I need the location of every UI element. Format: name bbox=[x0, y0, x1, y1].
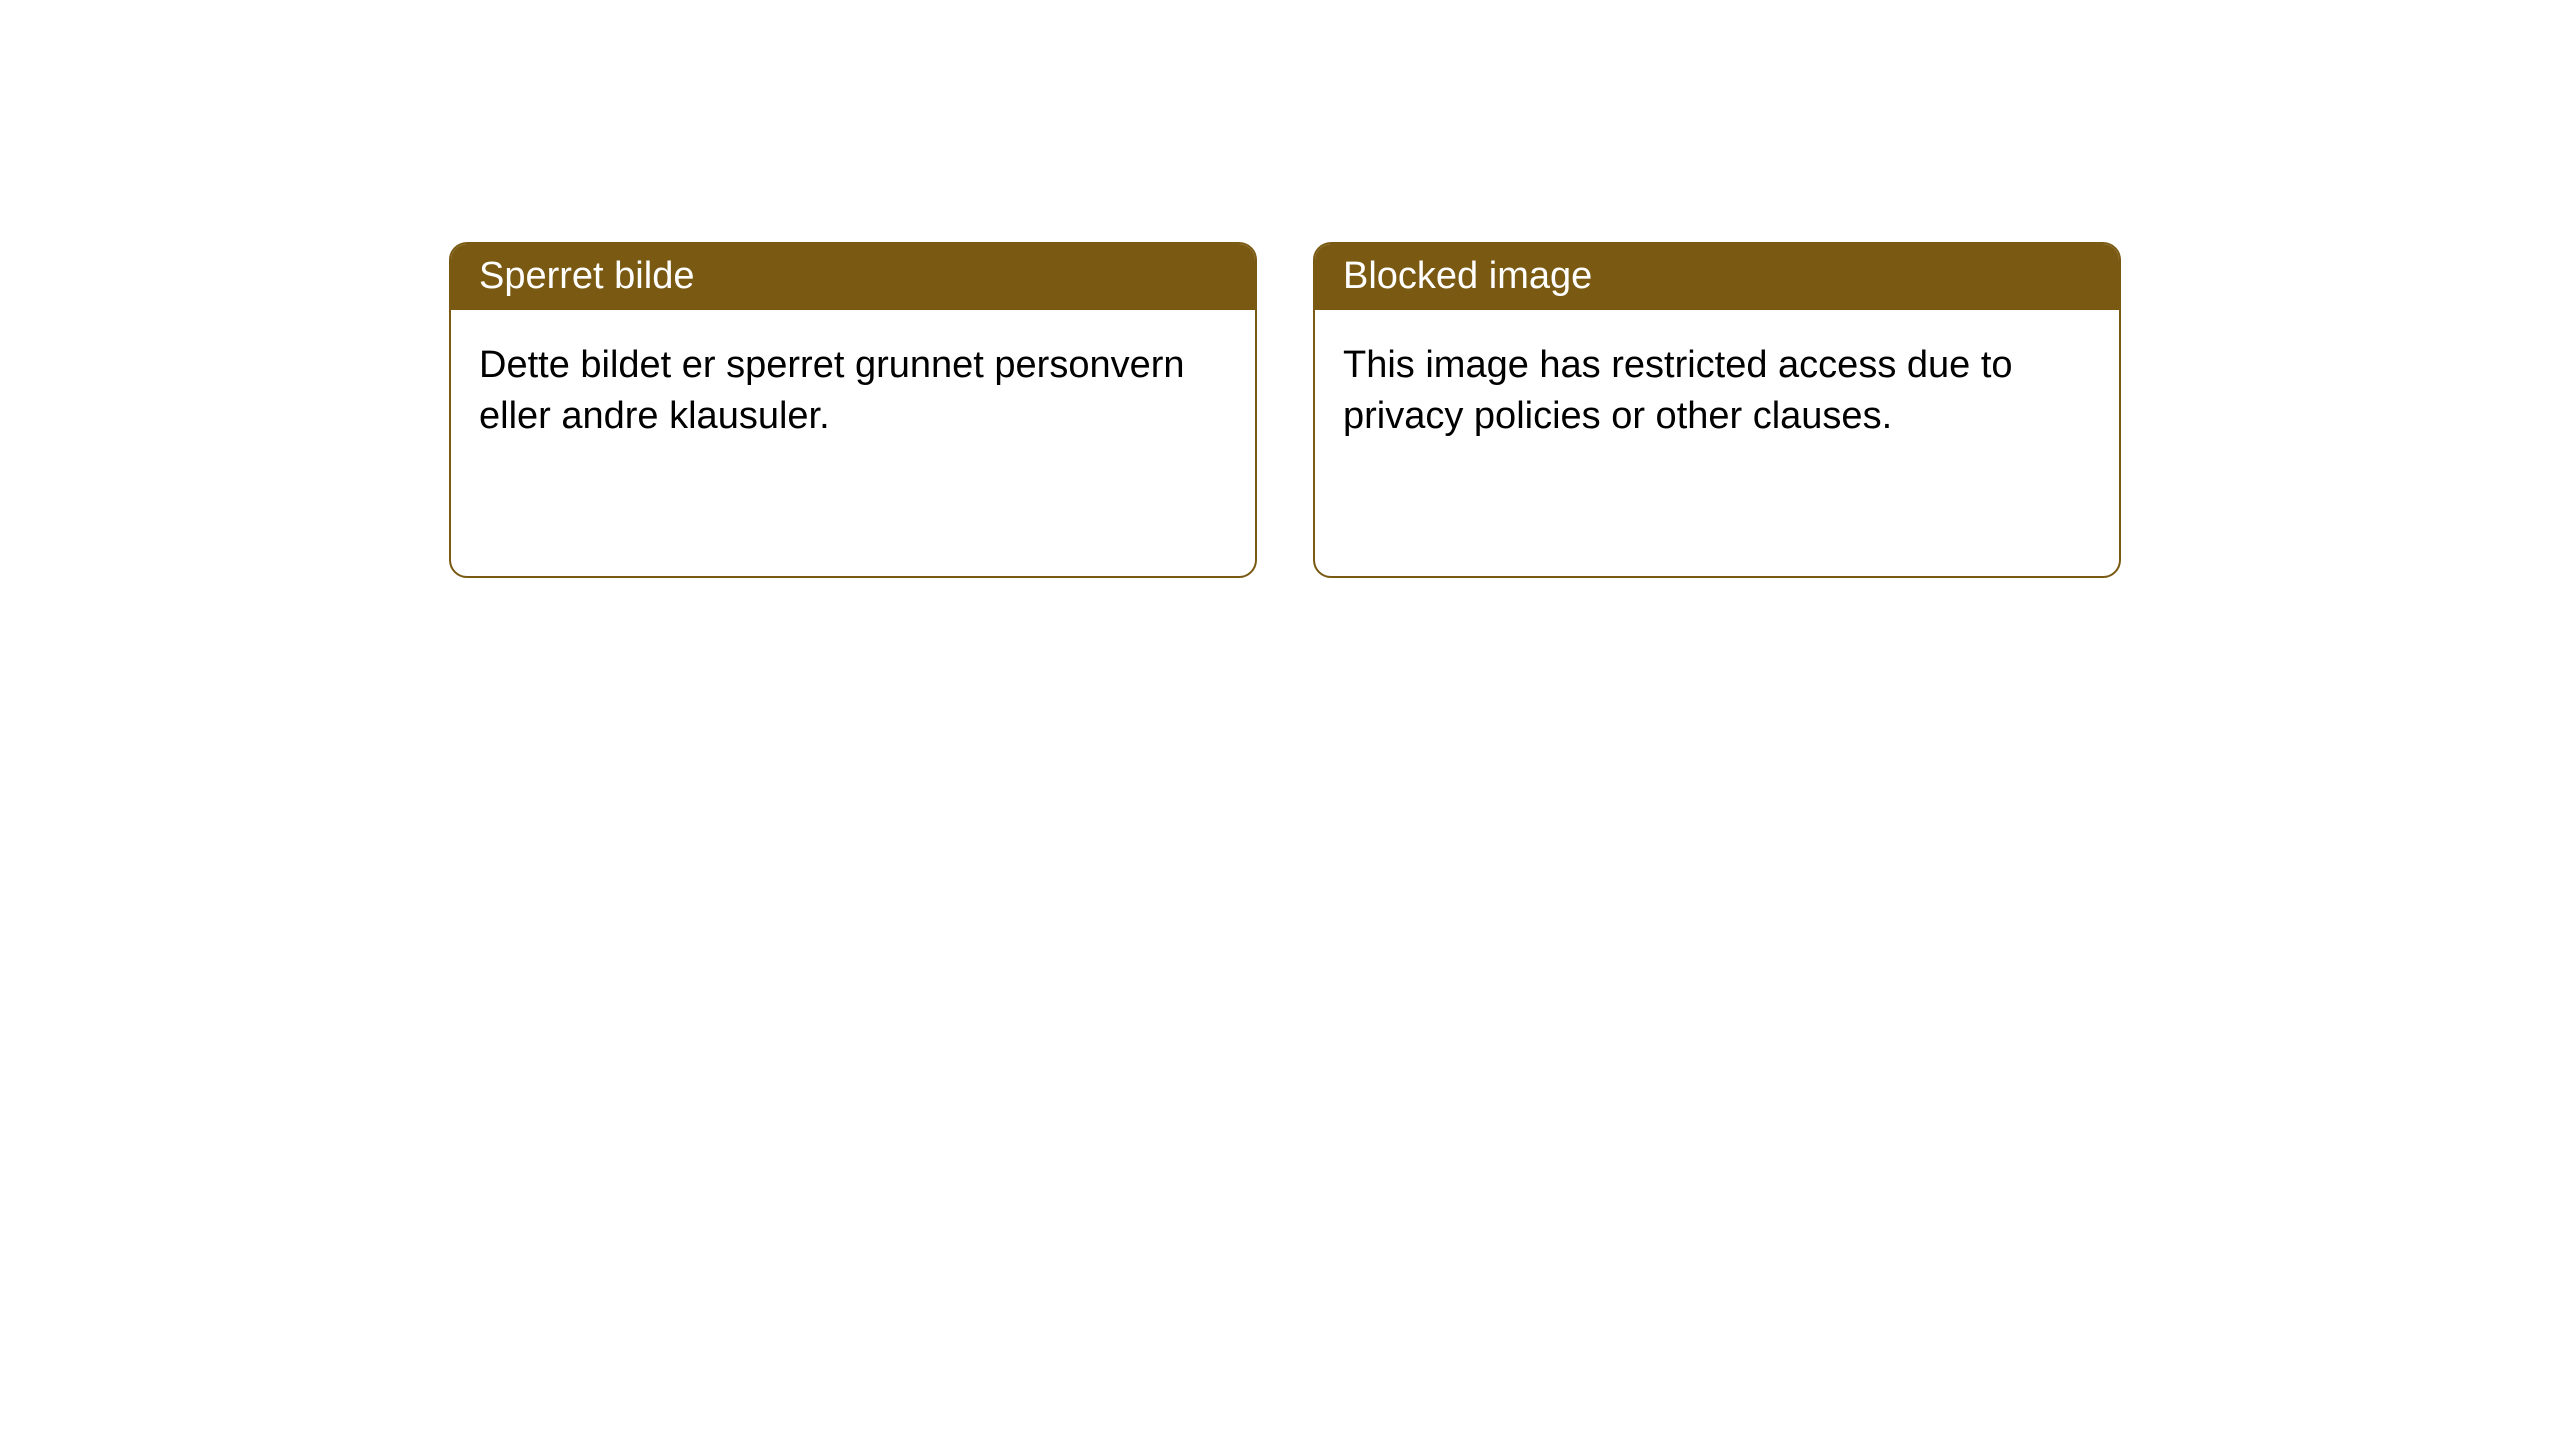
notice-card-norwegian: Sperret bilde Dette bildet er sperret gr… bbox=[449, 242, 1257, 578]
notice-card-english: Blocked image This image has restricted … bbox=[1313, 242, 2121, 578]
notice-message: This image has restricted access due to … bbox=[1343, 344, 2013, 437]
notice-title: Blocked image bbox=[1343, 255, 1592, 297]
notice-title: Sperret bilde bbox=[479, 255, 694, 297]
notice-container: Sperret bilde Dette bildet er sperret gr… bbox=[449, 242, 2121, 578]
notice-header: Blocked image bbox=[1315, 244, 2119, 310]
notice-header: Sperret bilde bbox=[451, 244, 1255, 310]
notice-body: This image has restricted access due to … bbox=[1315, 310, 2119, 473]
notice-message: Dette bildet er sperret grunnet personve… bbox=[479, 344, 1185, 437]
notice-body: Dette bildet er sperret grunnet personve… bbox=[451, 310, 1255, 473]
